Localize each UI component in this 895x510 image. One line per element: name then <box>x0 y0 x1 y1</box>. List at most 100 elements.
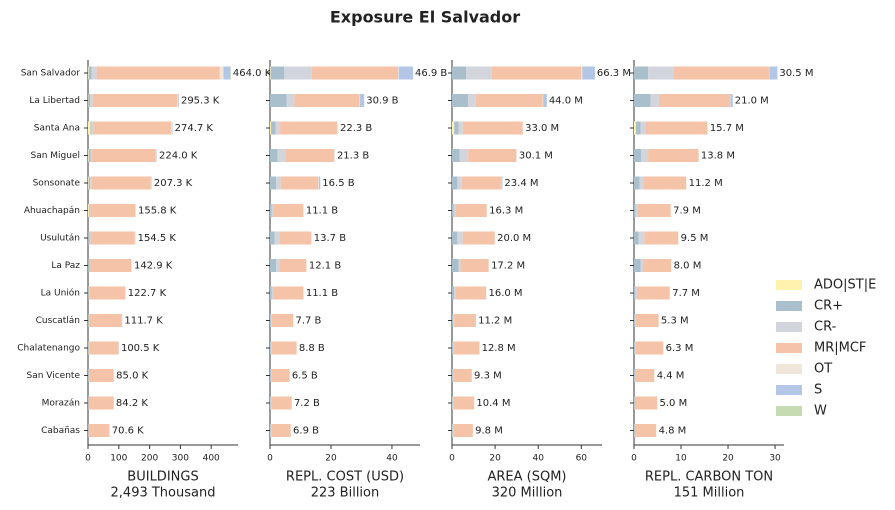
bar-segment <box>453 341 455 355</box>
value-label: 122.7 K <box>128 288 167 299</box>
bar-segment <box>270 396 272 410</box>
bar-segment <box>452 66 467 80</box>
category-label: La Libertad <box>29 96 80 106</box>
bar-segment <box>542 94 544 107</box>
bar-segment <box>468 149 517 162</box>
bar-segment <box>452 314 454 327</box>
bar-segment <box>91 176 151 190</box>
bar-segment <box>640 259 643 272</box>
bar-segment <box>280 176 319 190</box>
bar-segment <box>457 176 462 190</box>
bar-segment <box>286 94 295 107</box>
bar-segment <box>461 176 501 190</box>
bar-segment <box>88 149 89 162</box>
bar-segment <box>452 369 453 382</box>
bar-segment <box>634 286 636 300</box>
x-axis-label: REPL. COST (USD) <box>286 470 404 485</box>
bar-segment <box>458 121 463 135</box>
bar-segment <box>270 94 287 107</box>
bar-segment <box>452 396 453 410</box>
value-label: 33.0 M <box>525 123 559 134</box>
bar-segment <box>516 149 517 162</box>
bar-segment <box>634 121 636 135</box>
bar-segment <box>88 121 91 135</box>
legend-swatch <box>776 280 802 290</box>
legend-label: CR+ <box>814 299 843 314</box>
x-axis-sublabel: 320 Million <box>492 486 563 501</box>
bar-segment <box>88 424 110 437</box>
value-label: 15.7 M <box>710 123 744 134</box>
category-label: San Salvador <box>21 69 81 79</box>
bar-segment <box>645 121 708 135</box>
bar-segment <box>673 66 769 80</box>
bar-segment <box>90 149 93 162</box>
value-label: 16.3 M <box>489 206 523 217</box>
bar-segment <box>270 314 271 327</box>
value-label: 207.3 K <box>154 178 193 189</box>
bar-segment <box>452 369 454 382</box>
x-axis-label: REPL. CARBON TON <box>645 470 773 485</box>
bar-segment <box>88 66 92 80</box>
value-label: 155.8 K <box>138 206 177 217</box>
bar-segment <box>455 204 487 217</box>
bar-segment <box>543 94 547 107</box>
bar-segment <box>90 231 135 245</box>
x-tick-label: 0 <box>85 454 91 464</box>
bar-segment <box>454 314 476 327</box>
chart-title: Exposure El Salvador <box>330 8 520 27</box>
bar-segment <box>634 314 636 327</box>
bar-segment <box>466 66 492 80</box>
bar-segment <box>273 286 304 300</box>
bar-segment <box>294 94 360 107</box>
bar-segment <box>643 176 687 190</box>
bar-segment <box>637 204 671 217</box>
x-axis-sublabel: 223 Billion <box>311 486 380 501</box>
x-tick-label: 40 <box>386 454 398 464</box>
bar-segment <box>280 121 338 135</box>
bar-segment <box>318 176 321 190</box>
bar-segment <box>644 231 679 245</box>
bar-segment <box>270 231 275 245</box>
value-label: 295.3 K <box>181 96 220 107</box>
legend-swatch <box>776 301 802 311</box>
bar-segment <box>634 341 636 355</box>
bar-segment <box>279 231 312 245</box>
bar-segment <box>134 231 136 245</box>
category-label: La Paz <box>51 261 80 271</box>
bar-segment <box>230 66 231 80</box>
bar-segment <box>172 121 173 135</box>
x-tick-label: 20 <box>325 454 337 464</box>
x-axis-label: AREA (SQM) <box>487 470 566 485</box>
bar-segment <box>92 94 178 107</box>
bar-segment <box>769 66 778 80</box>
bar-segment <box>270 66 271 80</box>
bar-segment <box>88 94 91 107</box>
bar-segment <box>88 314 90 327</box>
bar-segment <box>452 396 454 410</box>
x-tick-label: 10 <box>675 454 687 464</box>
bar-segment <box>270 396 271 410</box>
bar-segment <box>223 66 231 80</box>
value-label: 30.9 B <box>366 96 398 107</box>
bar-segment <box>270 341 271 355</box>
bar-segment <box>270 121 271 135</box>
value-label: 66.3 M <box>597 68 631 79</box>
category-label: La Unión <box>41 288 80 299</box>
bar-segment <box>398 66 399 80</box>
bar-segment <box>468 94 476 107</box>
bar-segment <box>150 176 152 190</box>
value-label: 70.6 K <box>112 426 144 437</box>
bar-segment <box>462 121 523 135</box>
value-label: 6.3 M <box>666 343 694 354</box>
bar-segment <box>92 149 156 162</box>
legend-label: S <box>814 383 822 398</box>
value-label: 7.7 M <box>672 288 700 299</box>
bar-segment <box>303 204 304 217</box>
bar-segment <box>634 66 649 80</box>
bar-segment <box>640 121 646 135</box>
bar-segment <box>177 94 179 107</box>
value-label: 20.0 M <box>497 233 531 244</box>
value-label: 6.5 B <box>292 371 318 382</box>
bar-segment <box>648 66 674 80</box>
